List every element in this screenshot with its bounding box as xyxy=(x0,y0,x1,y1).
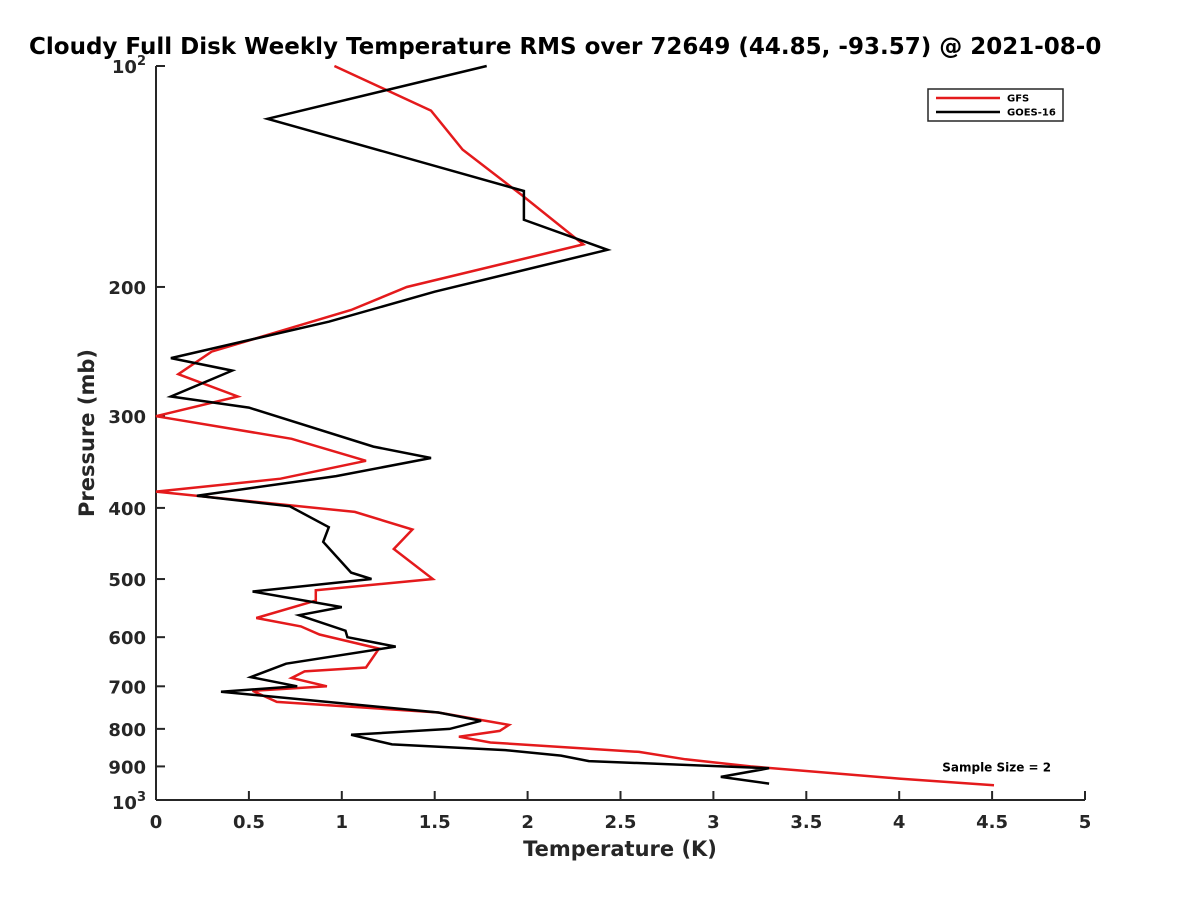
x-tick-label: 5 xyxy=(1079,812,1092,833)
x-axis-title: Temperature (K) xyxy=(523,837,717,861)
y-tick-label: 700 xyxy=(108,677,146,698)
x-tick-label: 4.5 xyxy=(976,812,1008,833)
y-tick-label: 103 xyxy=(112,790,146,814)
y-tick-label: 400 xyxy=(108,499,146,520)
annotations: Sample Size = 2 xyxy=(942,760,1051,774)
legend: GFS GOES-16 xyxy=(927,88,1064,122)
sample-size-annotation: Sample Size = 2 xyxy=(942,760,1051,774)
y-tick-label: 600 xyxy=(108,628,146,649)
series-line-goes-16 xyxy=(166,64,770,785)
legend-label: GFS xyxy=(1007,94,1029,105)
x-tick-label: 2.5 xyxy=(605,812,637,833)
legend-box xyxy=(927,88,1064,122)
x-tick-label: 3 xyxy=(707,812,720,833)
x-axis: 0 0.5 1 1.5 2 2.5 3 3.5 4 4.5 5 xyxy=(150,791,1092,833)
series-line-gfs xyxy=(155,64,995,787)
y-tick-label: 900 xyxy=(108,757,146,778)
y-axis-title: Pressure (mb) xyxy=(75,349,99,517)
x-tick-label: 0 xyxy=(150,812,163,833)
x-tick-label: 3.5 xyxy=(790,812,822,833)
legend-label: GOES-16 xyxy=(1007,108,1056,119)
y-tick-label: 500 xyxy=(108,570,146,591)
x-tick-label: 4 xyxy=(893,812,906,833)
y-tick-label: 800 xyxy=(108,720,146,741)
chart-title: Cloudy Full Disk Weekly Temperature RMS … xyxy=(29,34,1101,60)
x-tick-label: 1 xyxy=(336,812,349,833)
y-tick-label: 102 xyxy=(112,54,146,78)
plot-area xyxy=(155,66,1085,801)
x-tick-label: 1.5 xyxy=(419,812,451,833)
y-axis: 102 200 300 400 500 600 700 800 900 103 xyxy=(108,54,165,814)
series-lines xyxy=(155,64,995,787)
y-tick-label: 200 xyxy=(108,278,146,299)
x-tick-label: 0.5 xyxy=(233,812,265,833)
y-tick-label: 300 xyxy=(108,407,146,428)
x-tick-label: 2 xyxy=(521,812,534,833)
